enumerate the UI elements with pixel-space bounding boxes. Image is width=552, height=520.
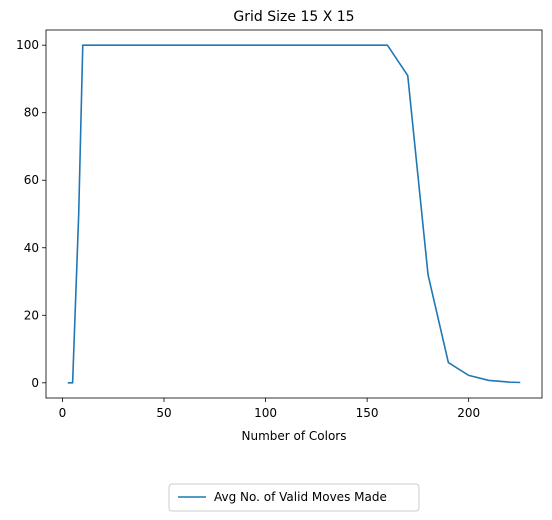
x-tick-label: 100 (254, 406, 277, 420)
x-tick-label: 150 (356, 406, 379, 420)
legend: Avg No. of Valid Moves Made (169, 484, 419, 511)
y-tick-label: 100 (16, 38, 39, 52)
y-tick-label: 60 (24, 173, 39, 187)
x-tick-label: 50 (156, 406, 171, 420)
y-axis-ticks: 0 20 40 60 80 100 (16, 38, 46, 390)
plot-area (46, 30, 542, 398)
x-axis-ticks: 0 50 100 150 200 (59, 398, 480, 420)
x-axis-label: Number of Colors (242, 429, 347, 443)
legend-label: Avg No. of Valid Moves Made (214, 490, 387, 504)
y-tick-label: 0 (31, 376, 39, 390)
series-layer (69, 45, 520, 383)
y-tick-label: 80 (24, 106, 39, 120)
chart-title: Grid Size 15 X 15 (233, 9, 354, 25)
y-tick-label: 40 (24, 241, 39, 255)
x-tick-label: 0 (59, 406, 67, 420)
plot-frame (46, 30, 542, 398)
series-line-0 (69, 45, 520, 383)
x-tick-label: 200 (457, 406, 480, 420)
y-tick-label: 20 (24, 308, 39, 322)
